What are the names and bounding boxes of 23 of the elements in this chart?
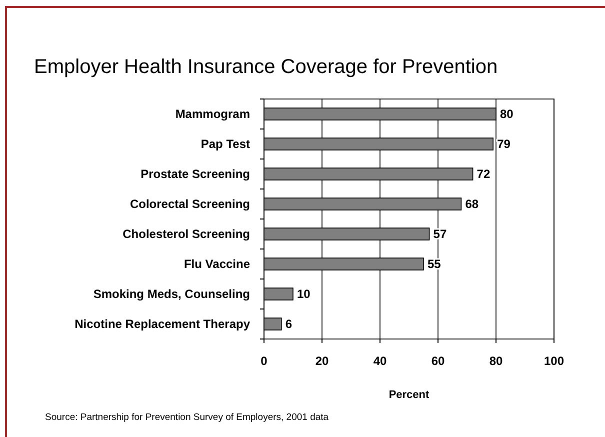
y-tick-label: Prostate Screening	[140, 167, 250, 182]
y-tick-label: Smoking Meds, Counseling	[93, 287, 250, 302]
data-label: 79	[497, 137, 511, 152]
y-tick-label: Nicotine Replacement Therapy	[74, 317, 250, 332]
y-tick-label: Colorectal Screening	[130, 197, 250, 212]
x-tick-label: 60	[431, 354, 445, 368]
y-tick-label: Cholesterol Screening	[122, 227, 250, 242]
x-tick-label: 40	[373, 354, 387, 368]
x-axis-title: Percent	[388, 389, 430, 401]
data-label: 68	[465, 197, 479, 212]
x-tick-label: 20	[315, 354, 329, 368]
source-note: Source: Partnership for Prevention Survey of Employers, 2001 data	[45, 412, 330, 423]
x-tick-label: 100	[544, 354, 564, 368]
data-label: 10	[297, 287, 311, 302]
x-tick-label: 80	[489, 354, 503, 368]
data-label: 72	[476, 167, 490, 182]
y-tick-label: Mammogram	[175, 107, 250, 122]
y-tick-label: Pap Test	[200, 137, 250, 152]
data-label: 6	[285, 317, 292, 332]
chart-title: Employer Health Insurance Coverage for Prevention	[34, 56, 498, 78]
data-label: 80	[500, 107, 514, 122]
x-tick-label: 0	[260, 354, 268, 368]
y-tick-label: Flu Vaccine	[184, 257, 250, 272]
